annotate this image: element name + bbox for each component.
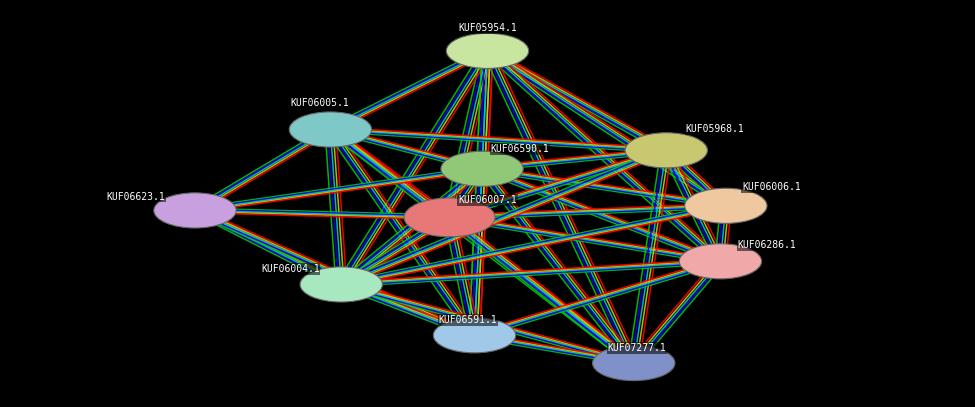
Text: KUF05954.1: KUF05954.1	[458, 23, 517, 33]
Circle shape	[433, 318, 516, 353]
Circle shape	[593, 346, 675, 381]
Circle shape	[625, 133, 708, 168]
Text: KUF06006.1: KUF06006.1	[742, 182, 800, 193]
Text: KUF06286.1: KUF06286.1	[738, 240, 797, 250]
Circle shape	[154, 193, 236, 228]
Circle shape	[680, 244, 761, 279]
Circle shape	[300, 267, 382, 302]
Text: KUF05968.1: KUF05968.1	[685, 125, 744, 134]
Circle shape	[441, 151, 524, 186]
Text: KUF06590.1: KUF06590.1	[490, 144, 549, 154]
Circle shape	[404, 198, 495, 237]
Circle shape	[684, 188, 767, 223]
Text: KUF07277.1: KUF07277.1	[607, 343, 666, 353]
Circle shape	[290, 112, 371, 147]
Text: KUF06007.1: KUF06007.1	[458, 195, 517, 205]
Text: KUF06004.1: KUF06004.1	[261, 264, 320, 274]
Text: KUF06623.1: KUF06623.1	[106, 192, 165, 201]
Text: KUF06005.1: KUF06005.1	[291, 98, 349, 108]
Circle shape	[447, 33, 528, 68]
Text: KUF06591.1: KUF06591.1	[439, 315, 497, 325]
